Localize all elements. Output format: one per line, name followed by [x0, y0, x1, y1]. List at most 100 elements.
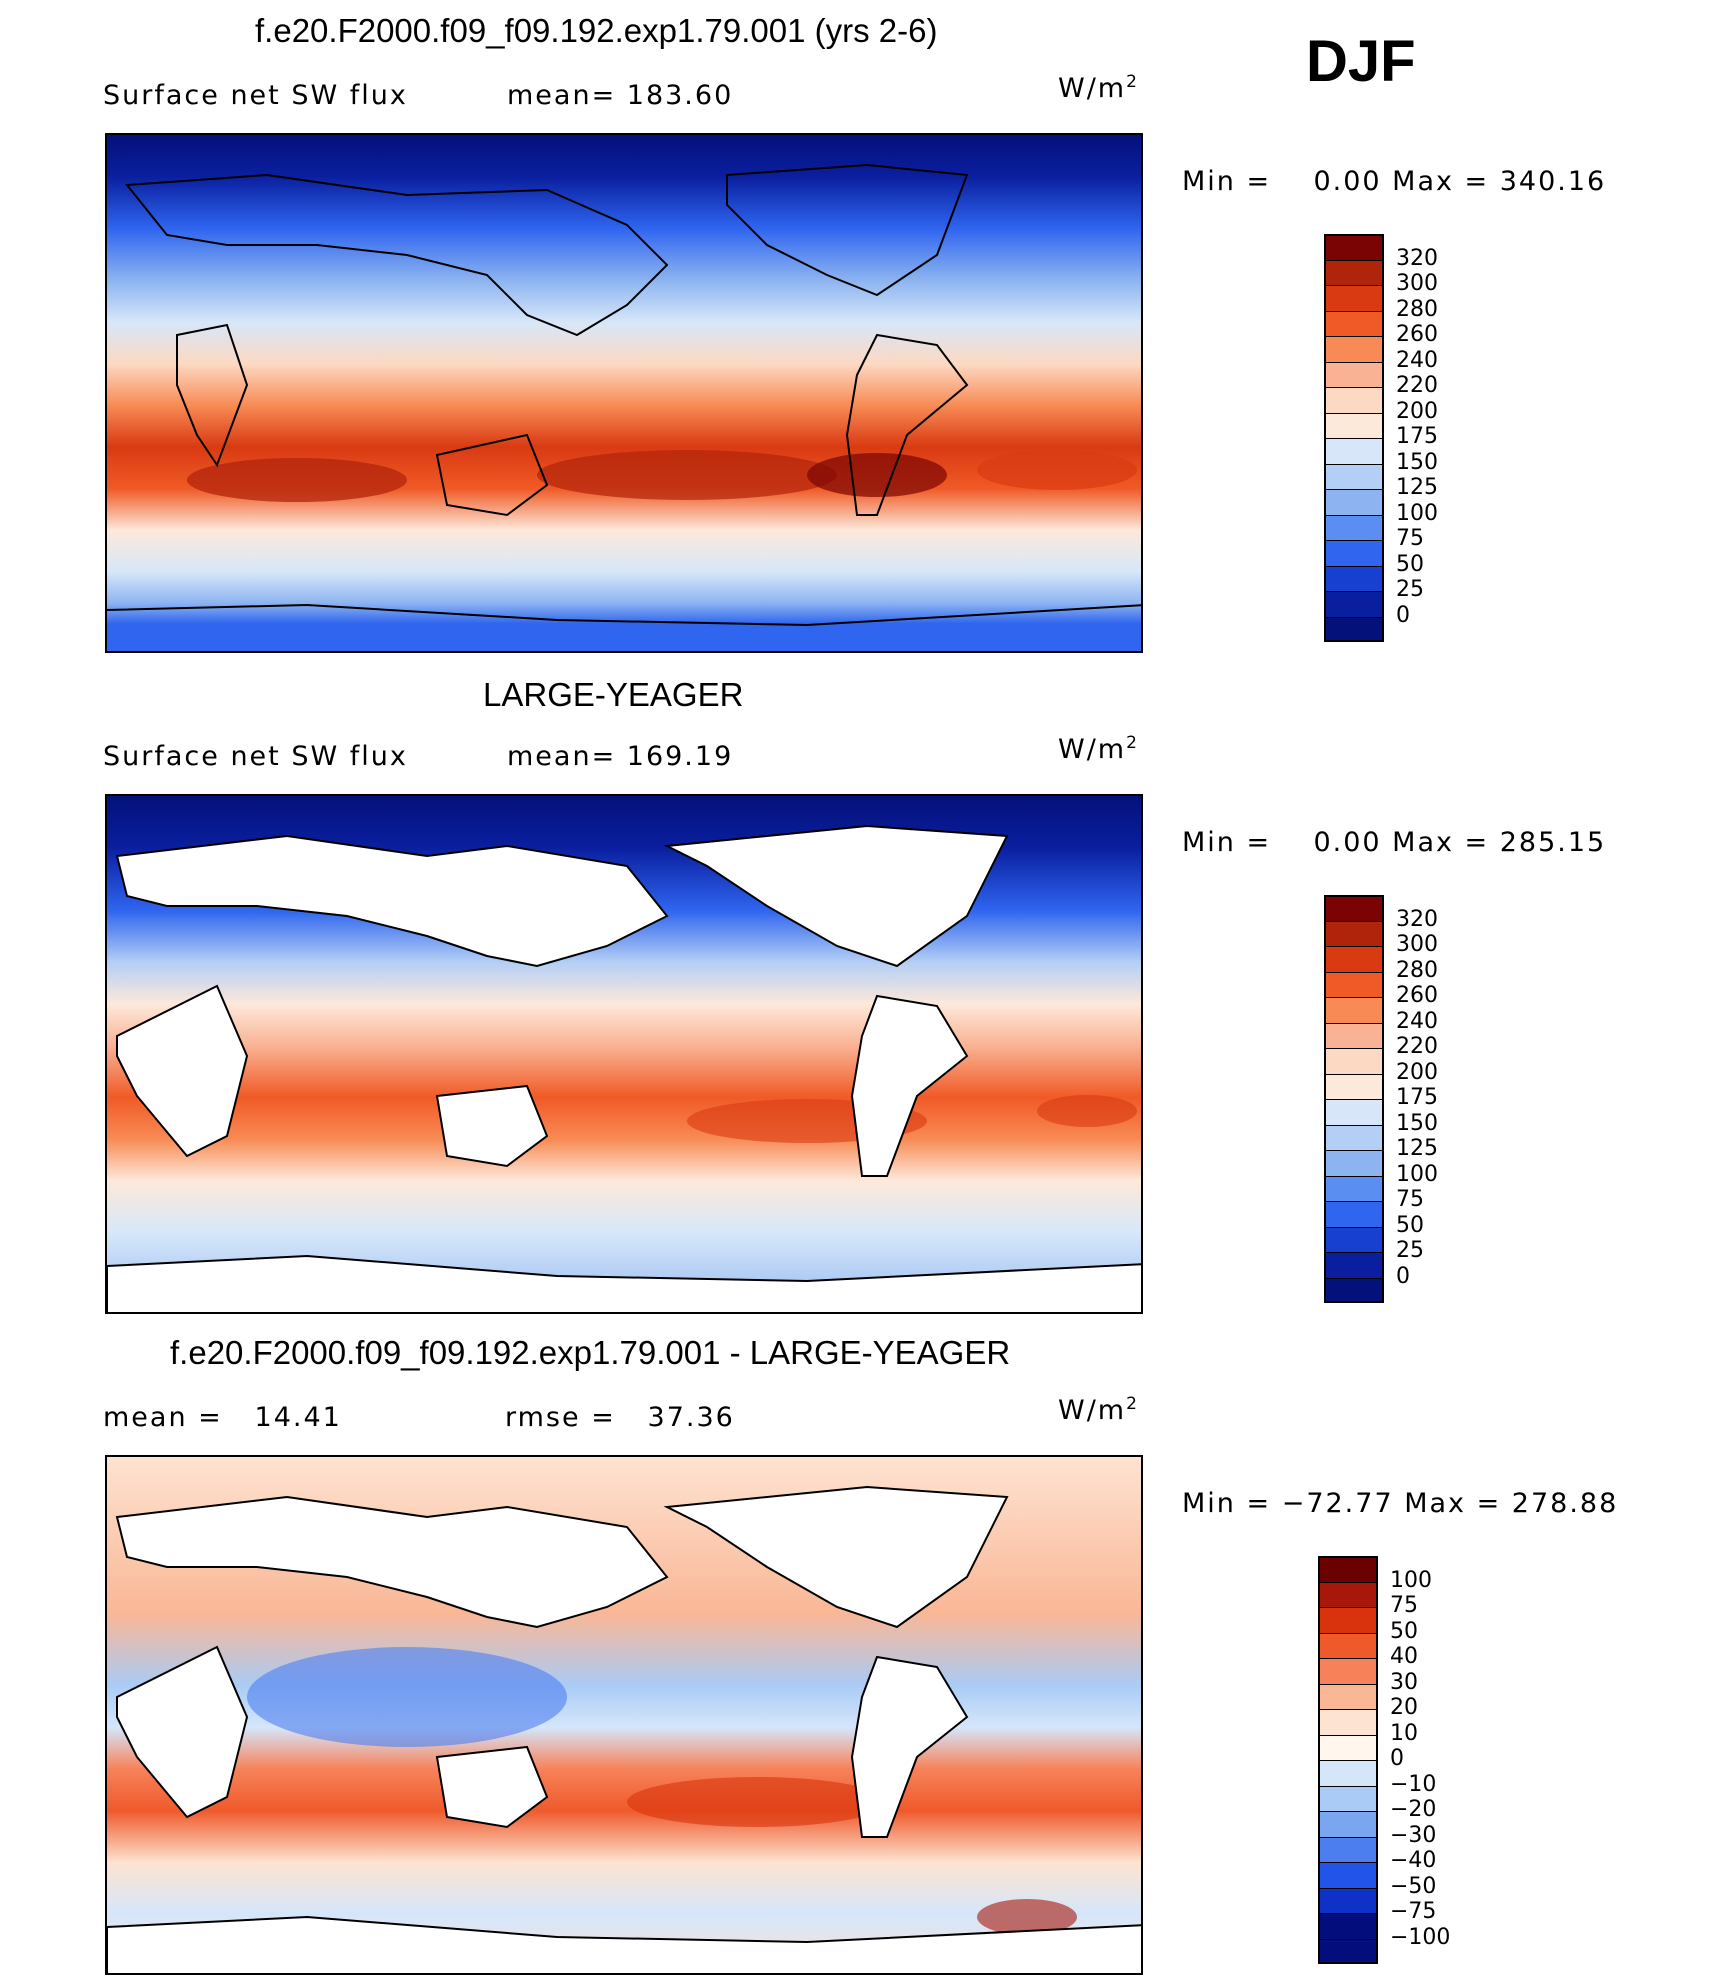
colorbar-tick-label: 150 — [1396, 449, 1438, 475]
colorbar-tick-label: −100 — [1390, 1924, 1451, 1950]
colorbar-swatch — [1324, 412, 1384, 438]
colorbar-swatch — [1324, 234, 1384, 260]
colorbar-swatch — [1318, 1913, 1378, 1939]
panel-2-colorbar: 320 300 280 260 240 220 200 175 150 125 100 75 50 25 0 — [1324, 895, 1484, 1303]
colorbar-tick-label: 320 — [1396, 245, 1438, 271]
colorbar-swatch — [1324, 489, 1384, 515]
panel-1-minmax: Min = 0.00 Max = 340.16 — [1182, 166, 1607, 197]
colorbar-tick-label: 0 — [1390, 1746, 1404, 1771]
panel-3-rmse-label: rmse = 37.36 — [505, 1402, 735, 1433]
colorbar-swatch — [1318, 1607, 1378, 1633]
colorbar-tick-label: 280 — [1396, 957, 1438, 983]
colorbar-tick-label: 220 — [1396, 1034, 1438, 1059]
colorbar-tick-label: 10 — [1390, 1720, 1418, 1746]
colorbar-tick-label: 50 — [1396, 1212, 1424, 1238]
colorbar-swatch — [1324, 1124, 1384, 1150]
colorbar-swatch — [1324, 361, 1384, 387]
panel-1-colorbar: 320 300 280 260 240 220 200 175 150 125 100 75 50 25 0 — [1324, 234, 1484, 642]
colorbar-swatch — [1324, 438, 1384, 464]
colorbar-swatch — [1318, 1556, 1378, 1582]
colorbar-swatch — [1318, 1658, 1378, 1684]
colorbar-tick-label: 150 — [1396, 1110, 1438, 1136]
colorbar-tick-label: 125 — [1396, 475, 1438, 500]
colorbar-tick-label: 240 — [1396, 1008, 1438, 1034]
colorbar-swatch — [1318, 1811, 1378, 1837]
colorbar-tick-label: 300 — [1396, 932, 1438, 957]
colorbar-swatch — [1324, 310, 1384, 336]
colorbar-swatch — [1324, 1150, 1384, 1176]
colorbar-swatch — [1324, 971, 1384, 997]
colorbar-swatch — [1324, 1277, 1384, 1303]
panel-3-mean-label: mean = 14.41 — [103, 1402, 342, 1433]
colorbar-swatch — [1324, 1226, 1384, 1252]
panel-2-title: LARGE-YEAGER — [483, 676, 744, 713]
panel-2-variable-label: Surface net SW flux — [103, 741, 408, 772]
colorbar-swatch — [1324, 616, 1384, 642]
colorbar-tick-label: 175 — [1396, 1085, 1438, 1110]
colorbar-swatch — [1324, 591, 1384, 617]
colorbar-tick-label: −50 — [1390, 1873, 1437, 1899]
panel-1-map — [105, 133, 1143, 653]
season-label: DJF — [1306, 29, 1416, 94]
panel-3-map-svg — [107, 1457, 1141, 1973]
colorbar-tick-label: 40 — [1390, 1644, 1418, 1669]
colorbar-swatch — [1324, 1201, 1384, 1227]
colorbar-swatch — [1324, 259, 1384, 285]
colorbar-tick-label: 20 — [1390, 1695, 1418, 1720]
colorbar-tick-label: 100 — [1396, 500, 1438, 526]
colorbar-swatch — [1324, 387, 1384, 413]
colorbar-tick-label: −20 — [1390, 1797, 1437, 1822]
colorbar-swatch — [1324, 1252, 1384, 1278]
colorbar-tick-label: 125 — [1396, 1136, 1438, 1161]
colorbar-tick-label: 0 — [1396, 602, 1410, 628]
colorbar-swatch — [1324, 1048, 1384, 1074]
colorbar-tick-label: −40 — [1390, 1848, 1437, 1873]
colorbar-tick-label: −10 — [1390, 1771, 1437, 1797]
colorbar-tick-label: 0 — [1396, 1263, 1410, 1289]
colorbar-swatch — [1324, 285, 1384, 311]
colorbar-swatch — [1318, 1938, 1378, 1964]
panel-2-minmax: Min = 0.00 Max = 285.15 — [1182, 827, 1607, 858]
colorbar-swatch — [1318, 1887, 1378, 1913]
colorbar-tick-label: 50 — [1396, 551, 1424, 577]
colorbar-tick-label: 320 — [1396, 906, 1438, 932]
panel-1-map-svg — [107, 135, 1141, 651]
colorbar-tick-label: 260 — [1396, 322, 1438, 347]
panel-1-variable-label: Surface net SW flux — [103, 80, 408, 111]
panel-3-map — [105, 1455, 1143, 1975]
panel-2-map — [105, 794, 1143, 1314]
colorbar-tick-label: 75 — [1390, 1593, 1418, 1618]
colorbar-tick-label: 260 — [1396, 983, 1438, 1008]
colorbar-swatch — [1324, 895, 1384, 921]
colorbar-swatch — [1324, 997, 1384, 1023]
colorbar-tick-label: 50 — [1390, 1618, 1418, 1644]
colorbar-swatch — [1324, 946, 1384, 972]
colorbar-swatch — [1318, 1760, 1378, 1786]
colorbar-tick-label: 175 — [1396, 424, 1438, 449]
colorbar-tick-label: 100 — [1396, 1161, 1438, 1187]
colorbar-tick-label: 100 — [1390, 1567, 1432, 1593]
colorbar-tick-label: −75 — [1390, 1899, 1437, 1924]
colorbar-swatch — [1324, 920, 1384, 946]
colorbar-swatch — [1318, 1683, 1378, 1709]
panel-2-mean-label: mean= 169.19 — [507, 741, 734, 772]
colorbar-swatch — [1318, 1836, 1378, 1862]
panel-3-minmax: Min = −72.77 Max = 278.88 — [1182, 1488, 1619, 1519]
colorbar-swatch — [1318, 1581, 1378, 1607]
colorbar-swatch — [1324, 1099, 1384, 1125]
colorbar-swatch — [1324, 540, 1384, 566]
colorbar-swatch — [1324, 1073, 1384, 1099]
panel-1-title: f.e20.F2000.f09_f09.192.exp1.79.001 (yrs… — [255, 12, 938, 49]
colorbar-tick-label: 200 — [1396, 398, 1438, 424]
panel-2-units: W/m2 — [1058, 733, 1139, 765]
colorbar-swatch — [1324, 565, 1384, 591]
colorbar-tick-label: 30 — [1390, 1669, 1418, 1695]
panel-1-units: W/m2 — [1058, 72, 1139, 104]
panel-3-units: W/m2 — [1058, 1394, 1139, 1426]
colorbar-tick-label: 280 — [1396, 296, 1438, 322]
panel-1-mean-label: mean= 183.60 — [507, 80, 734, 111]
colorbar-swatch — [1324, 463, 1384, 489]
colorbar-swatch — [1324, 336, 1384, 362]
colorbar-swatch — [1318, 1709, 1378, 1735]
colorbar-swatch — [1318, 1862, 1378, 1888]
